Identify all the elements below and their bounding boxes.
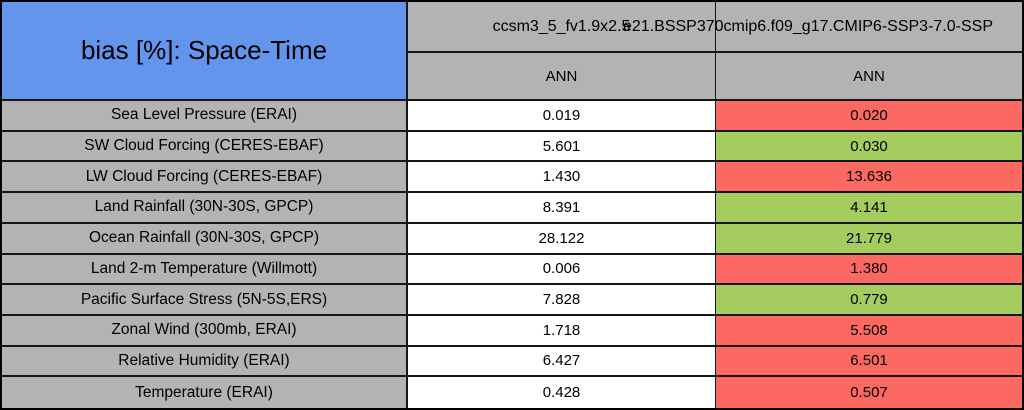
row-label: SW Cloud Forcing (CERES-EBAF)	[2, 131, 408, 163]
bias-value-cell: 6.501	[716, 346, 1022, 378]
bias-value-cell: 0.507	[716, 377, 1022, 408]
row-label: Land 2-m Temperature (Willmott)	[2, 254, 408, 286]
row-label: Ocean Rainfall (30N-30S, GPCP)	[2, 223, 408, 255]
bias-value-cell: 0.006	[408, 254, 716, 286]
bias-value-cell: 13.636	[716, 162, 1022, 194]
bias-value-cell: 8.391	[408, 193, 716, 224]
bias-value-cell: 6.427	[408, 346, 716, 378]
bias-value-cell: 7.828	[408, 285, 716, 316]
season-header-2: ANN	[716, 53, 1022, 101]
bias-value-cell: 0.019	[408, 101, 716, 132]
season-header-1-label: ANN	[545, 67, 578, 85]
model-header-2: e21.BSSP370cmip6.f09_g17.CMIP6-SSP3-7.0-…	[623, 2, 1022, 53]
bias-value-cell: 0.020	[716, 101, 1022, 132]
bias-value-cell: 1.380	[716, 254, 1022, 286]
bias-value-cell: 28.122	[408, 223, 716, 255]
row-label: Pacific Surface Stress (5N-5S,ERS)	[2, 285, 408, 316]
bias-value-cell: 21.779	[716, 223, 1022, 255]
bias-value-cell: 0.779	[716, 285, 1022, 316]
model-header-1-label: ccsm3_5_fv1.9x2.5	[492, 17, 631, 35]
model-header-2-label: e21.BSSP370cmip6.f09_g17.CMIP6-SSP3-7.0-…	[623, 17, 993, 35]
row-label: Relative Humidity (ERAI)	[2, 346, 408, 378]
bias-value-cell: 0.030	[716, 131, 1022, 163]
table-title-cell: bias [%]: Space-Time	[2, 2, 408, 101]
bias-value-cell: 1.718	[408, 315, 716, 347]
table-title: bias [%]: Space-Time	[80, 35, 328, 65]
row-label: LW Cloud Forcing (CERES-EBAF)	[2, 162, 408, 194]
bias-value-cell: 5.601	[408, 131, 716, 163]
row-label: Sea Level Pressure (ERAI)	[2, 101, 408, 132]
season-header-2-label: ANN	[853, 67, 885, 85]
model-header-1: ccsm3_5_fv1.9x2.5	[408, 2, 716, 53]
bias-value-cell: 5.508	[716, 315, 1022, 347]
bias-value-cell: 1.430	[408, 162, 716, 194]
bias-value-cell: 0.428	[408, 377, 716, 408]
row-label: Zonal Wind (300mb, ERAI)	[2, 315, 408, 347]
row-label: Temperature (ERAI)	[2, 377, 408, 408]
row-label: Land Rainfall (30N-30S, GPCP)	[2, 193, 408, 224]
bias-value-cell: 4.141	[716, 193, 1022, 224]
season-header-1: ANN	[408, 53, 716, 101]
